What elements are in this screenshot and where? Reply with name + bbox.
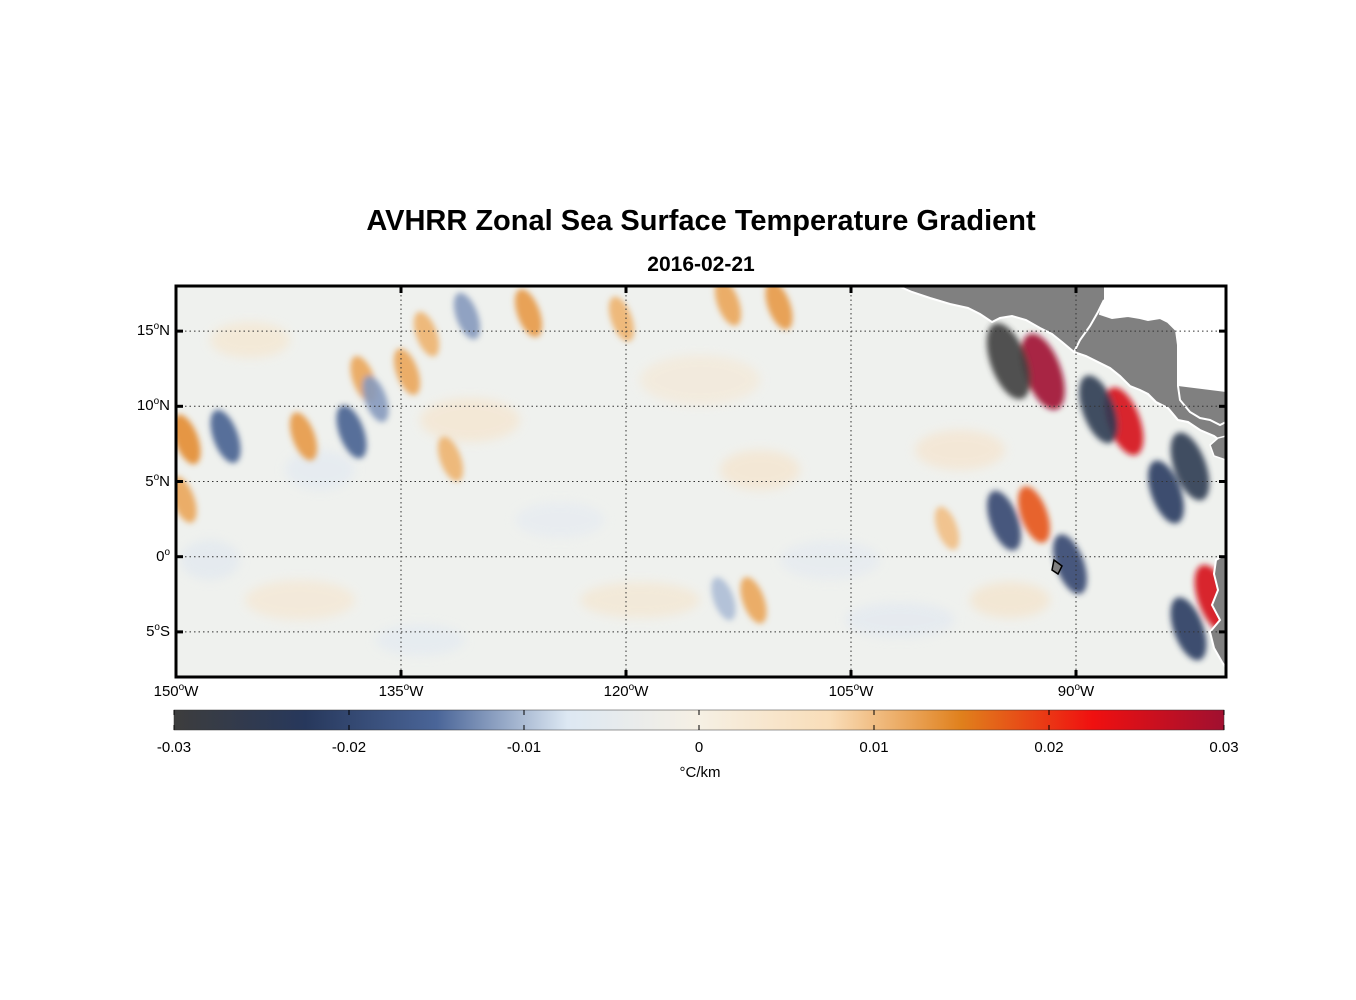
y-tick-label: 5oN (145, 471, 170, 490)
colorbar-ticks (173, 710, 1225, 730)
warm-gradient-feature (740, 577, 767, 624)
colorbar-tick-label: -0.01 (506, 739, 542, 756)
cold-gradient-feature (711, 577, 736, 621)
axis-ticks (174, 286, 1226, 677)
cold-gradient-feature (1170, 597, 1207, 661)
warm-gradient-feature (608, 296, 635, 342)
y-tick-label: 10oN (136, 396, 170, 415)
land-yucatan-gap (1100, 286, 1226, 392)
warm-gradient-feature (289, 412, 318, 461)
background-texture (180, 322, 1050, 656)
cold-gradient-feature (1079, 375, 1118, 444)
land-galapagos (1051, 558, 1063, 576)
x-tick-label: 105oW (828, 682, 874, 700)
x-tick-label: 90oW (1057, 682, 1095, 700)
cold-gradient-feature (362, 375, 389, 423)
warm-gradient-feature (393, 348, 421, 395)
gradient-features (176, 286, 1226, 661)
y-tick-label: 0o (156, 546, 170, 565)
y-tick-label: 5oS (146, 621, 170, 640)
cold-gradient-feature (1170, 432, 1210, 501)
cold-gradient-feature (210, 409, 241, 463)
land-south-america-north (1209, 435, 1226, 461)
chart-title: AVHRR Zonal Sea Surface Temperature Grad… (366, 205, 1036, 237)
cold-gradient-feature (453, 292, 481, 340)
colorbar-unit: °C/km (679, 764, 721, 781)
x-tick-label: 135oW (378, 682, 424, 700)
x-tick-label: 150oW (153, 682, 199, 700)
warm-gradient-feature (765, 286, 793, 330)
cold-gradient-feature (1148, 460, 1184, 524)
warm-gradient-feature (714, 286, 742, 326)
cold-gradient-feature (987, 490, 1021, 551)
x-tick-label: 120oW (603, 682, 649, 700)
colorbar-tick-label: 0.02 (1034, 739, 1064, 756)
colorbar-tick-label: 0.03 (1209, 739, 1239, 756)
warm-gradient-feature (1021, 333, 1065, 410)
colorbar-tick-label: -0.03 (156, 739, 192, 756)
colorbar-tick-label: -0.02 (331, 739, 367, 756)
cold-gradient-feature (986, 323, 1031, 400)
warm-gradient-feature (413, 311, 440, 357)
land (897, 286, 1226, 670)
warm-gradient-feature (437, 436, 464, 482)
warm-gradient-feature (514, 289, 543, 338)
colorbar-tick-label: 0.01 (859, 739, 889, 756)
y-tick-label: 15oN (136, 321, 170, 340)
cold-gradient-feature (336, 405, 367, 459)
land-south-america (1208, 552, 1226, 670)
cold-gradient-feature (1053, 534, 1087, 595)
colorbar-tick-label: 0 (694, 739, 704, 756)
warm-gradient-feature (176, 414, 201, 465)
chart-subtitle: 2016-02-21 (647, 253, 755, 276)
warm-gradient-feature (934, 506, 960, 550)
